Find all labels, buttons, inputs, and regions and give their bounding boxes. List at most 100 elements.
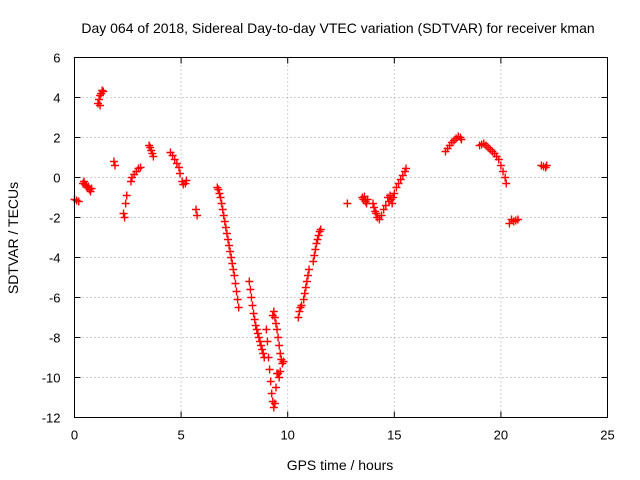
- data-point: [98, 86, 107, 95]
- data-point: [220, 217, 229, 226]
- data-point: [246, 285, 255, 294]
- y-tick-label: -12: [42, 411, 61, 426]
- data-point: [294, 313, 303, 322]
- data-point: [87, 184, 96, 193]
- data-point: [513, 215, 522, 224]
- data-point: [269, 403, 278, 412]
- data-point: [275, 373, 284, 382]
- y-tick-label: -10: [42, 371, 61, 386]
- y-axis-label: SDTVAR / TECUs: [5, 182, 21, 294]
- data-point: [316, 225, 325, 234]
- x-tick-label: 10: [280, 428, 294, 443]
- data-point: [216, 193, 225, 202]
- x-tick-label: 20: [494, 428, 508, 443]
- data-point: [368, 199, 377, 208]
- data-point: [149, 152, 158, 161]
- data-point: [264, 353, 273, 362]
- y-tick-label: 2: [53, 131, 60, 146]
- data-point: [388, 199, 397, 208]
- data-point: [312, 239, 321, 248]
- grid-lines: [74, 57, 608, 418]
- data-point: [218, 205, 227, 214]
- data-point: [230, 271, 239, 280]
- data-point: [315, 227, 324, 236]
- data-point: [275, 341, 284, 350]
- data-point: [309, 257, 318, 266]
- data-point: [496, 161, 505, 170]
- data-point: [217, 199, 226, 208]
- data-point: [363, 195, 372, 204]
- data-point: [229, 265, 238, 274]
- data-point: [249, 309, 258, 318]
- data-point: [253, 329, 262, 338]
- data-point: [255, 337, 264, 346]
- data-point: [300, 289, 309, 298]
- data-point: [193, 211, 202, 220]
- data-point: [390, 189, 399, 198]
- data-point: [111, 161, 120, 170]
- data-point: [372, 209, 381, 218]
- data-point: [305, 265, 314, 274]
- data-point: [96, 101, 105, 110]
- data-point: [278, 359, 287, 368]
- y-tick-label: -8: [49, 331, 61, 346]
- data-point: [226, 247, 235, 256]
- plot-frame: [74, 57, 608, 418]
- data-point: [502, 179, 511, 188]
- data-point: [274, 333, 283, 342]
- data-point: [221, 223, 230, 232]
- data-point: [266, 377, 275, 386]
- x-tick-label: 25: [600, 428, 614, 443]
- data-point: [301, 283, 310, 292]
- data-point: [176, 169, 185, 178]
- y-tick-label: 6: [53, 51, 60, 66]
- data-point: [232, 287, 241, 296]
- data-point: [259, 349, 268, 358]
- data-point: [136, 163, 145, 172]
- data-point: [302, 277, 311, 286]
- data-point: [270, 399, 279, 408]
- data-point: [233, 295, 242, 304]
- data-point: [501, 173, 510, 182]
- y-tick-label: 4: [53, 91, 60, 106]
- data-point: [254, 333, 263, 342]
- data-point: [279, 357, 288, 366]
- data-point: [262, 325, 271, 334]
- data-point: [192, 205, 201, 214]
- y-tick-label: -2: [49, 211, 61, 226]
- x-tick-label: 5: [177, 428, 184, 443]
- data-point: [457, 135, 466, 144]
- data-point: [276, 349, 285, 358]
- data-point: [313, 235, 322, 244]
- chart-title: Day 064 of 2018, Sidereal Day-to-day VTE…: [81, 20, 594, 36]
- data-point: [219, 211, 228, 220]
- data-point: [542, 161, 551, 170]
- data-point: [257, 341, 266, 350]
- data-point: [222, 229, 231, 238]
- data-point: [299, 295, 308, 304]
- data-point: [215, 189, 224, 198]
- data-point: [247, 293, 256, 302]
- data-point: [343, 199, 352, 208]
- data-point: [271, 319, 280, 328]
- data-point: [174, 163, 183, 172]
- data-point: [263, 337, 272, 346]
- data-point: [122, 191, 131, 200]
- data-point: [271, 383, 280, 392]
- data-point: [377, 211, 386, 220]
- data-point: [297, 301, 306, 310]
- data-point: [228, 259, 237, 268]
- data-point: [276, 367, 285, 376]
- data-point: [234, 303, 243, 312]
- data-point: [245, 277, 254, 286]
- data-point: [182, 176, 191, 185]
- data-point: [95, 95, 104, 104]
- data-point: [250, 315, 259, 324]
- data-point: [267, 389, 276, 398]
- data-point: [252, 325, 261, 334]
- x-tick-label: 15: [387, 428, 401, 443]
- data-point: [370, 203, 379, 212]
